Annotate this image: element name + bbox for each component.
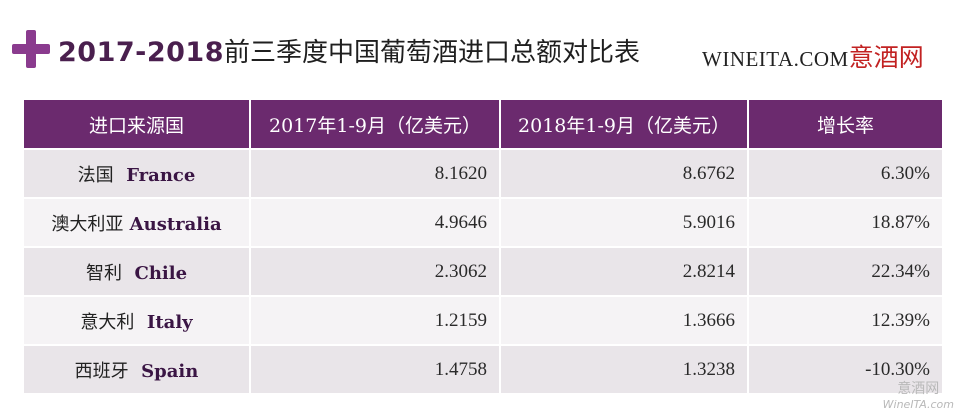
value-2018: 5.9016 <box>499 197 749 248</box>
country-en: Italy <box>146 311 193 333</box>
country-cn: 西班牙 <box>74 360 129 382</box>
column-header-2017: 2017年1-9月（亿美元） <box>249 98 501 150</box>
watermark-en: WineITA.com <box>882 398 954 411</box>
value-2017: 2.3062 <box>249 246 501 297</box>
growth-rate: 18.87% <box>747 197 944 248</box>
table-row: 西班牙 Spain 1.4758 1.3238 -10.30% <box>22 344 944 395</box>
country-cell: 澳大利亚 Australia <box>22 197 251 248</box>
country-cell: 西班牙 Spain <box>22 344 251 395</box>
logo-cn: 意酒网 <box>848 45 924 72</box>
value-2017: 8.1620 <box>249 148 501 199</box>
country-en: Spain <box>141 360 199 382</box>
watermark: 意酒网 WineITA.com <box>883 378 954 411</box>
value-2017: 1.2159 <box>249 295 501 346</box>
table-header-row: 进口来源国 2017年1-9月（亿美元） 2018年1-9月（亿美元） 增长率 <box>22 98 944 150</box>
table-row: 澳大利亚 Australia 4.9646 5.9016 18.87% <box>22 197 944 248</box>
country-cell: 意大利 Italy <box>22 295 251 346</box>
country-cell: 智利 Chile <box>22 246 251 297</box>
brand-logo: WINEITA.COM意酒网 <box>702 38 924 74</box>
country-en: Chile <box>134 262 188 284</box>
value-2018: 8.6762 <box>499 148 749 199</box>
column-header-growth: 增长率 <box>747 98 944 150</box>
country-cn: 法国 <box>77 164 114 186</box>
table-row: 法国 France 8.1620 8.6762 6.30% <box>22 148 944 199</box>
country-cn: 澳大利亚 <box>51 213 124 235</box>
column-header-2018: 2018年1-9月（亿美元） <box>499 98 749 150</box>
country-cn: 意大利 <box>80 311 135 333</box>
value-2017: 4.9646 <box>249 197 501 248</box>
country-cell: 法国 France <box>22 148 251 199</box>
table-row: 智利 Chile 2.3062 2.8214 22.34% <box>22 246 944 297</box>
table-row: 意大利 Italy 1.2159 1.3666 12.39% <box>22 295 944 346</box>
growth-rate: 12.39% <box>747 295 944 346</box>
value-2018: 2.8214 <box>499 246 749 297</box>
value-2018: 1.3666 <box>499 295 749 346</box>
logo-en: WINEITA.COM <box>702 47 849 71</box>
country-cn: 智利 <box>85 262 122 284</box>
title-text: 前三季度中国葡萄酒进口总额对比表 <box>224 38 641 68</box>
growth-rate: 22.34% <box>747 246 944 297</box>
value-2017: 1.4758 <box>249 344 501 395</box>
country-en: France <box>126 164 196 186</box>
growth-rate: 6.30% <box>747 148 944 199</box>
title-year: 2017-2018 <box>58 37 224 68</box>
plus-icon <box>12 30 50 68</box>
column-header-country: 进口来源国 <box>22 98 251 150</box>
value-2018: 1.3238 <box>499 344 749 395</box>
page-title: 2017-2018前三季度中国葡萄酒进口总额对比表 <box>58 32 640 69</box>
growth-rate: -10.30% <box>747 344 944 395</box>
watermark-cn: 意酒网 <box>897 381 940 397</box>
country-en: Australia <box>129 213 222 235</box>
import-comparison-table: 进口来源国 2017年1-9月（亿美元） 2018年1-9月（亿美元） 增长率 … <box>22 98 944 395</box>
